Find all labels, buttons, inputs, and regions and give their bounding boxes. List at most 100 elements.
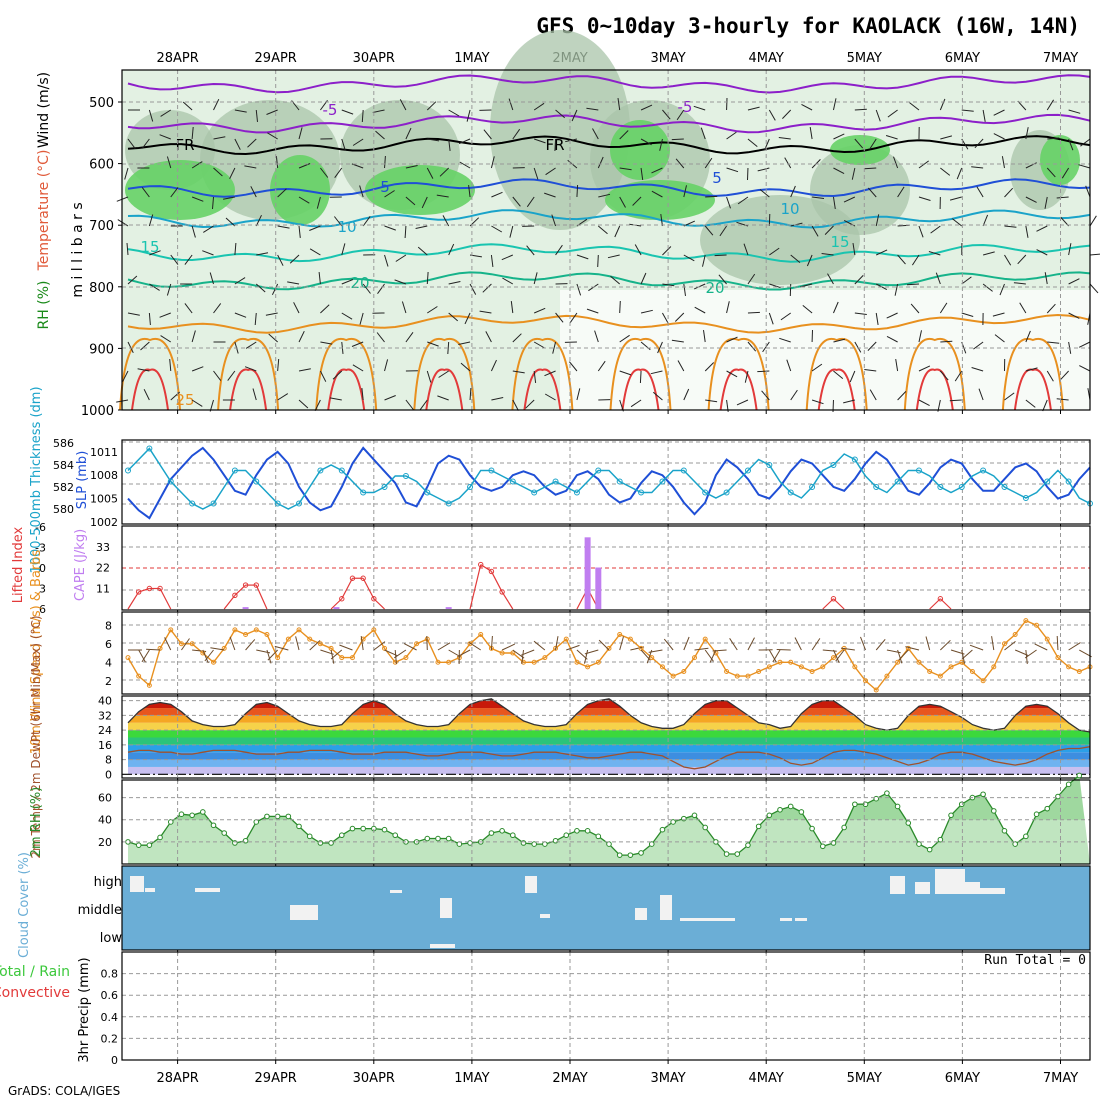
chart-title: GFS 0~10day 3-hourly for KAOLACK (16W, 1… [536, 14, 1080, 38]
li-marker [488, 568, 495, 575]
y-tick-label: 20 [98, 836, 112, 849]
axis-label-slp: SLP (mb) [75, 451, 90, 510]
wind-barb [533, 102, 545, 111]
y-tick-label: 700 [89, 219, 114, 234]
wind-barb [394, 649, 407, 659]
wind-barb [801, 103, 813, 111]
wind-barb [961, 109, 974, 112]
rh-marker [723, 851, 730, 857]
wind-barb [373, 641, 386, 651]
temp-band [128, 708, 1090, 716]
li-segment [469, 564, 482, 610]
wind-barb [747, 138, 758, 147]
temperature-contour [609, 337, 672, 411]
wind-barb [759, 189, 770, 198]
wind-barb [483, 129, 492, 140]
y-tick-label: 6 [39, 603, 46, 616]
temperature-contour-label: 20 [705, 279, 724, 297]
date-label-top: 3MAY [650, 51, 685, 66]
wind-barb [569, 312, 578, 324]
footer-credit: GrADS: COLA/IGES [8, 1084, 120, 1098]
wind-barb [191, 196, 204, 202]
wind-barb [266, 109, 278, 115]
temperature-contour [131, 368, 169, 411]
wind-barb [361, 109, 364, 123]
wind-speed-marker [1023, 618, 1029, 624]
wind-barb [160, 109, 172, 117]
wind-barb [566, 644, 580, 651]
temperature-contour [621, 368, 660, 411]
wind-barb [225, 217, 236, 227]
y-tick-label: 0.6 [101, 989, 119, 1002]
wind-speed-marker [830, 655, 836, 661]
wind-barb [533, 167, 539, 180]
wind-barb [761, 390, 770, 401]
wind-barb [576, 388, 581, 401]
wind-speed-marker [275, 655, 281, 661]
rh-marker [1055, 793, 1061, 800]
wind-barb [426, 167, 434, 179]
wind-barb [552, 341, 557, 354]
date-label-bottom: 29APR [255, 1071, 297, 1086]
wind-barb [714, 254, 727, 257]
wind-barb [849, 370, 856, 383]
rh-marker [146, 842, 153, 848]
wind-barb [663, 638, 674, 651]
wind-barb [252, 388, 257, 401]
wind-barb [619, 370, 632, 376]
cloud-block [635, 908, 647, 920]
wind-barb [704, 362, 715, 372]
thickness-marker [1044, 478, 1051, 485]
thickness-marker [659, 478, 666, 485]
wind-barb [939, 302, 948, 314]
wind-barb [910, 303, 920, 314]
wind-barb [401, 301, 407, 314]
temperature-contour [127, 313, 1091, 334]
rh-marker [242, 837, 249, 844]
date-label-bottom: 2MAY [552, 1071, 587, 1086]
wind-speed-marker [125, 655, 131, 661]
wind-speed-marker [510, 650, 516, 656]
wind-barb [170, 187, 179, 198]
wind-barb [191, 161, 203, 169]
axis-label-wind: Wind (m/s) [36, 72, 52, 148]
wind-barb [594, 330, 599, 343]
wind-barb [911, 254, 920, 266]
wind-barb [191, 399, 203, 407]
wind-barb [683, 254, 695, 262]
thickness-marker [296, 500, 303, 507]
temp-band [128, 700, 1090, 709]
wind-barb [1036, 249, 1048, 256]
wind-barb [181, 638, 190, 651]
wind-barb [812, 196, 825, 199]
cloud-block [890, 876, 905, 894]
wind-barb [592, 128, 599, 140]
wind-barb [126, 242, 129, 256]
wind-barb [554, 138, 557, 152]
wind-barb [404, 225, 407, 239]
temperature-contour [315, 337, 378, 411]
wind-barb [448, 138, 451, 151]
wind-barb [526, 196, 535, 208]
temperature-contour-label: 15 [830, 233, 849, 251]
wind-barb [1056, 635, 1059, 651]
wind-barb [869, 138, 877, 150]
wind-barb [737, 196, 749, 205]
wind-speed-marker [136, 673, 142, 679]
cloud-background [122, 866, 1090, 950]
thickness-marker [937, 484, 944, 490]
wind-barb [245, 341, 257, 349]
wind-barb [909, 102, 920, 111]
wind-barb [223, 196, 235, 200]
wind-barb [377, 283, 385, 294]
wind-barb [827, 273, 834, 285]
wind-barb [705, 195, 718, 198]
thickness-line [127, 447, 1091, 510]
wind-barb [256, 252, 269, 256]
wind-barb [1047, 341, 1060, 344]
wind-barb [268, 333, 278, 343]
y-tick-label: -6 [35, 521, 46, 534]
rh-marker [445, 835, 452, 842]
wind-barb [213, 370, 222, 381]
y-tick-label: 8 [105, 754, 112, 767]
